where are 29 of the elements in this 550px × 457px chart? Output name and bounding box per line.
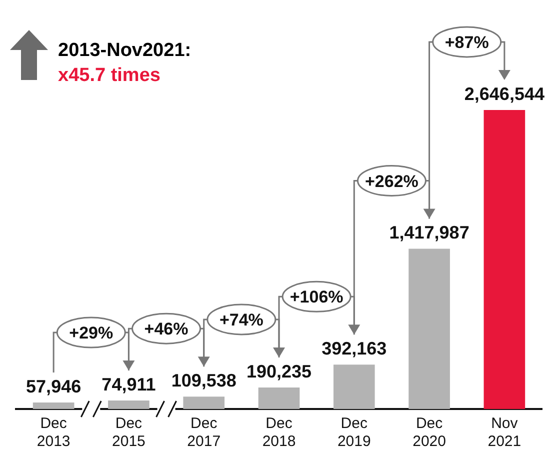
x-tick-label: Dec 2019 [337,415,371,450]
x-tick-label: Dec 2018 [262,415,296,450]
bar [484,110,526,409]
data-label: 109,538 [171,370,236,391]
data-label: 57,946 [26,376,82,396]
data-label: 74,911 [102,374,156,395]
annotation: +262% [365,172,418,191]
data-label: 1,417,987 [389,222,470,243]
x-tick-label: Dec 2017 [187,415,221,450]
chart-subtitle: x45.7 times [58,64,162,88]
annotation: +46% [144,320,188,339]
bar [183,396,225,409]
x-tick-label: Dec 2020 [412,415,446,450]
x-tick-label: Nov 2021 [488,415,522,450]
data-label: 2,646,544 [464,84,544,104]
bar [258,388,300,409]
data-label: 392,163 [322,338,387,359]
annotation: +74% [219,310,264,330]
annotation: +29% [69,324,114,343]
bar [108,400,150,409]
data-label: 190,235 [246,361,312,382]
bar [32,402,74,409]
text: +87% [444,32,489,52]
bar [408,248,450,409]
annotation: +106% [290,288,344,307]
bar [333,364,375,409]
x-tick-label: Dec 2015 [112,415,146,450]
x-tick-label: Dec 2013 [36,415,70,450]
chart-title: 2013-Nov2021: [58,39,192,63]
